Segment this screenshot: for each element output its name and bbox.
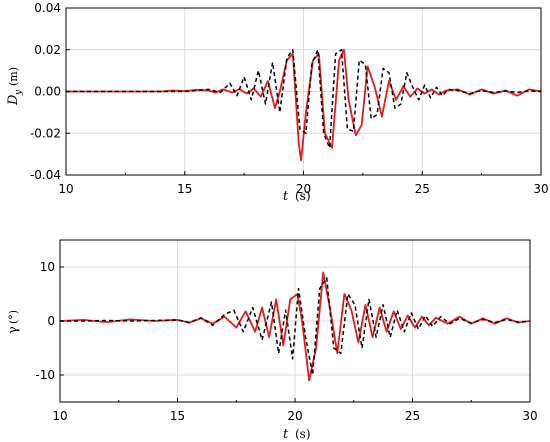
chart-gamma-ytick-label: -10 [35,368,55,382]
chart-dy-ytick-label: 0.04 [34,1,61,15]
chart-dy-ticks: 10 15 20 25 30 -0.04 -0.02 0.00 0.02 0.04 [30,1,549,196]
chart-gamma-xtick-label: 30 [522,409,537,423]
chart-gamma-ylabel-unit: (°) [7,310,20,324]
chart-gamma-ticks: 10 15 20 25 30 -10 0 10 [35,260,537,423]
chart-dy-ytick-label: 0.00 [34,85,61,99]
chart-gamma-xlabel-unit: (s) [295,427,311,441]
chart-gamma-series [59,271,531,382]
chart-gamma: 10 15 20 25 30 -10 0 10 t (s) γ (°) [6,239,538,442]
chart-dy-ytick-label: 0.02 [34,43,61,57]
chart-dy-ylabel-main: D [6,94,21,106]
chart-gamma-series-dashed [60,277,531,376]
chart-gamma-ytick-label: 10 [40,260,55,274]
chart-gamma-xtick-label: 25 [405,409,420,423]
chart-dy-series [66,48,542,162]
chart-dy-ylabel-sub: y [14,89,24,96]
chart-gamma-xtick-label: 15 [170,409,185,423]
chart-dy-xtick-label: 25 [415,182,430,196]
chart-dy-xtick-label: 10 [58,182,73,196]
chart-dy-series-dashed [66,49,542,149]
chart-dy: 10 15 20 25 30 -0.04 -0.02 0.00 0.02 0.04 t (s) D… [6,1,549,204]
chart-dy-xlabel-unit: (s) [295,189,311,203]
chart-dy-xlabel: t (s) [283,189,311,204]
chart-gamma-ylabel-main: γ [6,326,21,334]
chart-dy-ytick-label: -0.02 [30,126,61,140]
chart-dy-ylabel: D y (m) [6,67,24,106]
chart-dy-xtick-label: 20 [296,182,311,196]
chart-dy-xtick-label: 15 [177,182,192,196]
chart-gamma-xlabel: t (s) [283,427,311,442]
chart-dy-xtick-label: 30 [533,182,548,196]
chart-gamma-ylabel: γ (°) [6,310,21,334]
chart-dy-ylabel-unit: (m) [7,67,20,86]
chart-gamma-series-solid [59,271,531,382]
chart-gamma-ytick-label: 0 [47,314,55,328]
chart-dy-xlabel-main: t [283,189,289,204]
chart-gamma-xlabel-main: t [283,427,289,442]
chart-dy-ytick-label: -0.04 [30,168,61,182]
chart-gamma-xtick-label: 10 [52,409,67,423]
chart-gamma-xtick-label: 20 [287,409,302,423]
